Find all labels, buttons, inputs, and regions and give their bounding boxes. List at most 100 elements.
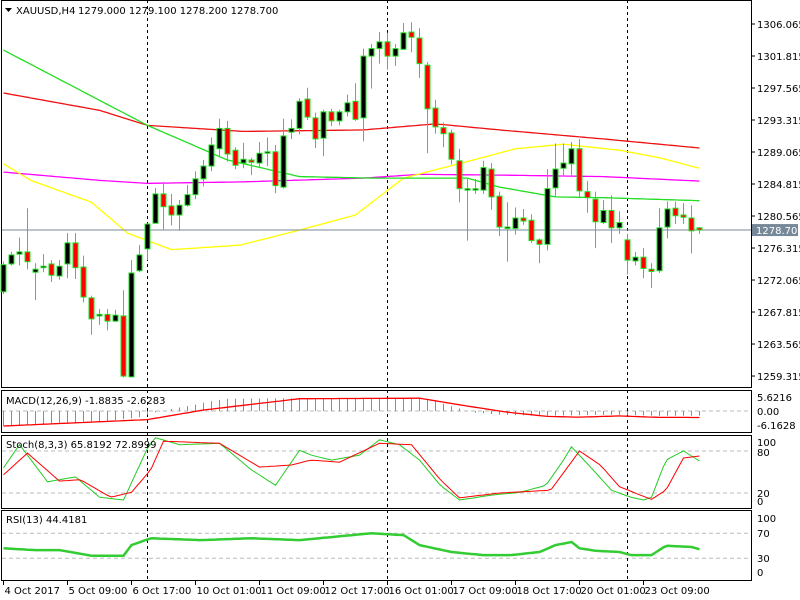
candle[interactable] xyxy=(680,202,687,225)
candle[interactable] xyxy=(112,309,119,322)
candle[interactable] xyxy=(224,120,231,162)
candle[interactable] xyxy=(344,94,351,117)
candle[interactable] xyxy=(376,32,383,64)
candle[interactable] xyxy=(32,263,39,301)
candle[interactable] xyxy=(352,83,359,121)
candle[interactable] xyxy=(632,251,639,266)
candle[interactable] xyxy=(144,223,151,261)
candle[interactable] xyxy=(208,137,215,172)
candle[interactable] xyxy=(608,195,615,243)
candle[interactable] xyxy=(512,207,519,235)
candle[interactable] xyxy=(416,28,423,78)
candle[interactable] xyxy=(552,143,559,197)
candle[interactable] xyxy=(664,201,671,239)
candle[interactable] xyxy=(48,260,55,283)
candle[interactable] xyxy=(544,169,551,251)
stochastic-panel[interactable] xyxy=(1,435,752,509)
candle[interactable] xyxy=(616,211,623,234)
candle[interactable] xyxy=(600,199,607,225)
candle[interactable] xyxy=(480,160,487,194)
candle[interactable] xyxy=(16,237,23,266)
candle[interactable] xyxy=(40,254,47,273)
candle[interactable] xyxy=(152,187,159,224)
candle[interactable] xyxy=(184,184,191,207)
candle[interactable] xyxy=(136,245,143,273)
candle[interactable] xyxy=(584,181,591,213)
candle[interactable] xyxy=(688,205,695,254)
triangle-down-icon[interactable] xyxy=(5,8,12,12)
candle[interactable] xyxy=(192,171,199,200)
candle[interactable] xyxy=(160,181,167,230)
candle[interactable] xyxy=(8,251,15,266)
candle[interactable] xyxy=(128,260,135,378)
candle[interactable] xyxy=(312,112,319,148)
candle[interactable] xyxy=(232,147,239,170)
candle[interactable] xyxy=(528,214,535,243)
candle-body-bear xyxy=(224,127,231,155)
candle[interactable] xyxy=(168,193,175,226)
candle[interactable] xyxy=(72,233,79,280)
candle[interactable] xyxy=(288,119,295,139)
candle[interactable] xyxy=(384,32,391,70)
candle[interactable] xyxy=(104,309,111,331)
candle[interactable] xyxy=(360,48,367,142)
candle[interactable] xyxy=(304,87,311,121)
candle-body-bull xyxy=(344,102,351,113)
candle[interactable] xyxy=(256,141,263,168)
rsi-line xyxy=(3,532,700,558)
candle[interactable] xyxy=(64,233,71,279)
candle[interactable] xyxy=(576,138,583,197)
candle[interactable] xyxy=(568,141,575,178)
candle[interactable] xyxy=(560,143,567,177)
candle[interactable] xyxy=(520,208,527,225)
time-tick-label: 20 Oct 01:00 xyxy=(581,586,646,597)
candle[interactable] xyxy=(392,44,399,66)
candle[interactable] xyxy=(176,199,183,231)
rsi-panel[interactable] xyxy=(1,510,752,581)
candle[interactable] xyxy=(424,62,431,154)
candle[interactable] xyxy=(504,202,511,262)
candle[interactable] xyxy=(496,191,503,237)
candle[interactable] xyxy=(440,122,447,148)
candle[interactable] xyxy=(272,144,279,194)
candle[interactable] xyxy=(88,295,95,335)
candle[interactable] xyxy=(248,157,255,176)
candle[interactable] xyxy=(696,227,703,234)
candle[interactable] xyxy=(120,290,127,378)
candle[interactable] xyxy=(24,208,31,270)
candle[interactable] xyxy=(280,118,287,189)
candle[interactable] xyxy=(656,208,663,273)
candle[interactable] xyxy=(0,261,7,295)
candle[interactable] xyxy=(464,178,471,241)
candle[interactable] xyxy=(672,201,679,225)
candle[interactable] xyxy=(216,118,223,157)
candle[interactable] xyxy=(200,160,207,187)
candle[interactable] xyxy=(400,22,407,51)
candle[interactable] xyxy=(328,108,335,127)
candle[interactable] xyxy=(640,248,647,279)
candle[interactable] xyxy=(240,142,247,169)
candle[interactable] xyxy=(456,148,463,203)
candle[interactable] xyxy=(432,99,439,134)
candle-body-bull xyxy=(152,193,159,224)
price-panel[interactable] xyxy=(1,0,752,388)
candle[interactable] xyxy=(472,178,479,194)
candle[interactable] xyxy=(408,22,415,53)
candle[interactable] xyxy=(368,44,375,89)
candle[interactable] xyxy=(296,98,303,135)
candle[interactable] xyxy=(96,309,103,325)
candle[interactable] xyxy=(336,109,343,126)
candle[interactable] xyxy=(56,260,63,280)
candle[interactable] xyxy=(624,233,631,275)
candle[interactable] xyxy=(536,238,543,264)
candle[interactable] xyxy=(488,163,495,210)
candle[interactable] xyxy=(80,255,87,303)
candle[interactable] xyxy=(592,191,599,249)
candle[interactable] xyxy=(320,109,327,157)
candle[interactable] xyxy=(264,137,271,167)
candle[interactable] xyxy=(448,129,455,165)
candle-body-bear xyxy=(608,209,615,229)
candle[interactable] xyxy=(648,263,655,289)
